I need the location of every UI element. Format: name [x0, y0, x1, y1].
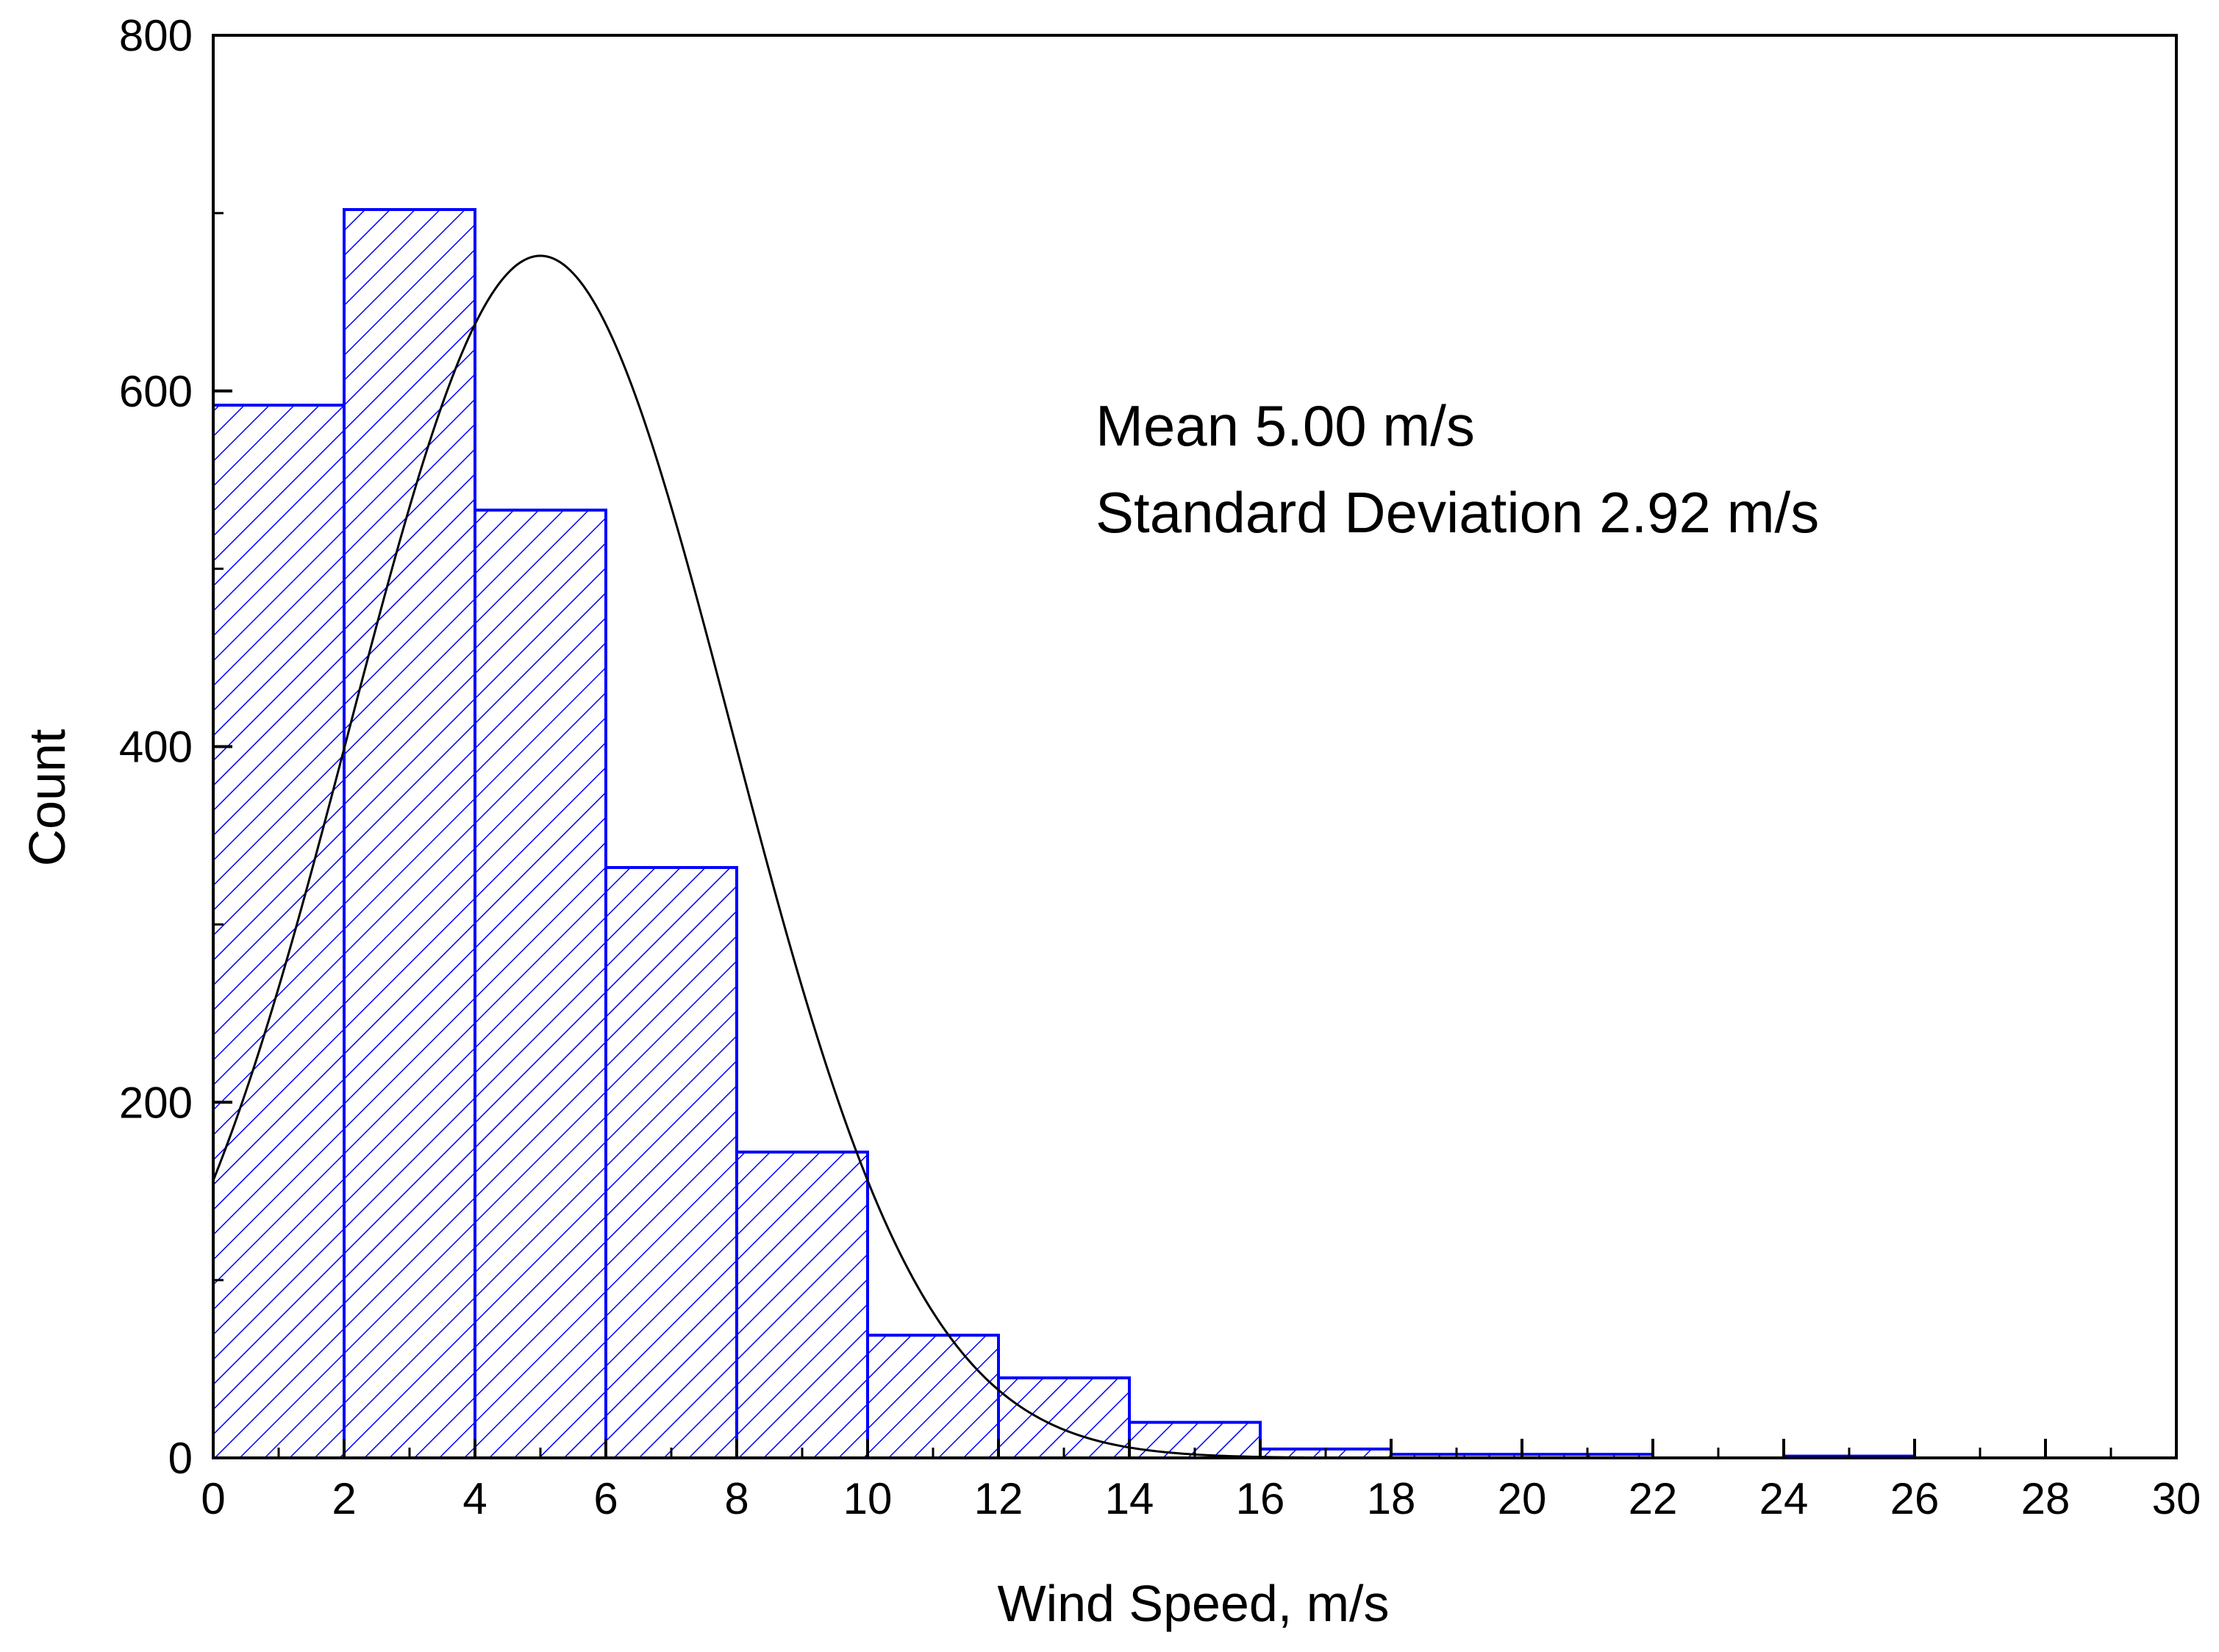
annotation-mean: Mean 5.00 m/s: [1096, 393, 1475, 458]
annotation-std-dev: Standard Deviation 2.92 m/s: [1096, 480, 1819, 545]
histogram-bar-2: [474, 508, 607, 1459]
x-tick-label: 12: [974, 1474, 1023, 1523]
x-tick-label: 0: [201, 1474, 225, 1523]
x-tick-label: 22: [1629, 1474, 1678, 1523]
x-tick-label: 14: [1105, 1474, 1154, 1523]
x-tick-label: 24: [1759, 1474, 1809, 1523]
histogram-bar-5: [866, 1334, 1000, 1459]
histogram-bar-3: [604, 865, 738, 1459]
y-tick-label: 800: [119, 11, 193, 60]
x-tick-label: 4: [462, 1474, 487, 1523]
histogram-bar-0: [212, 404, 346, 1459]
y-tick-label: 0: [168, 1434, 193, 1483]
y-axis-title: Count: [18, 729, 76, 867]
y-tick-label: 400: [119, 723, 193, 772]
histogram-bar-4: [735, 1150, 869, 1459]
x-tick-label: 6: [593, 1474, 618, 1523]
x-tick-label: 30: [2152, 1474, 2201, 1523]
x-tick-label: 10: [843, 1474, 893, 1523]
x-tick-label: 16: [1236, 1474, 1285, 1523]
x-tick-label: 26: [1890, 1474, 1940, 1523]
histogram-bar-1: [343, 208, 476, 1460]
bars-layer: [212, 208, 1916, 1460]
x-tick-label: 20: [1498, 1474, 1547, 1523]
x-tick-label: 8: [724, 1474, 748, 1523]
x-axis-title: Wind Speed, m/s: [998, 1575, 1390, 1632]
x-tick-label: 28: [2021, 1474, 2070, 1523]
histogram-bar-6: [997, 1376, 1131, 1459]
axis-ticks: [212, 34, 2178, 1459]
y-tick-label: 200: [119, 1078, 193, 1127]
x-tick-label: 2: [332, 1474, 356, 1523]
x-tick-label: 18: [1367, 1474, 1416, 1523]
y-tick-label: 600: [119, 367, 193, 416]
